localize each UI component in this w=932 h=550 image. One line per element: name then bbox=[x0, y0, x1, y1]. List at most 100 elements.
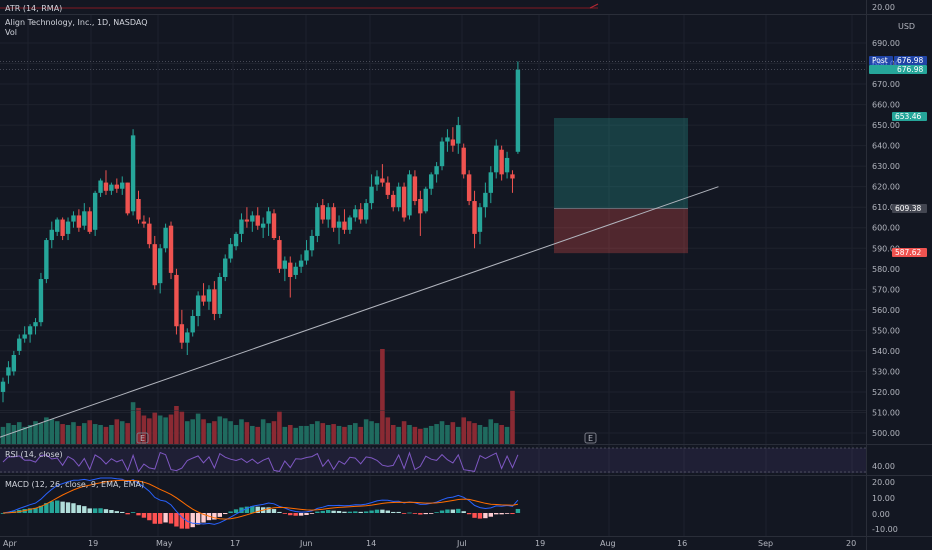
volume-bar bbox=[477, 425, 483, 444]
macd-histogram-bar bbox=[174, 513, 179, 527]
candle-body bbox=[304, 250, 309, 261]
macd-histogram-bar bbox=[380, 509, 385, 513]
volume-bar bbox=[488, 419, 494, 444]
candle-body bbox=[309, 235, 315, 251]
volume-bar bbox=[33, 421, 38, 444]
macd-histogram-bar bbox=[504, 513, 510, 514]
candle-body bbox=[174, 274, 179, 327]
price-tick: 550.00 bbox=[872, 326, 900, 335]
volume-bar bbox=[304, 425, 309, 444]
candle-body bbox=[450, 139, 456, 146]
candle-body bbox=[244, 219, 250, 222]
candle-body bbox=[82, 211, 87, 226]
earnings-marker[interactable]: E bbox=[584, 432, 597, 444]
macd-histogram-bar bbox=[391, 511, 396, 513]
price-tick: 560.00 bbox=[872, 306, 900, 315]
price-tick: 600.00 bbox=[872, 224, 900, 233]
volume-bar bbox=[401, 421, 407, 444]
volume-bar bbox=[212, 421, 217, 444]
candle-body bbox=[179, 324, 185, 343]
candle-body bbox=[260, 223, 266, 228]
entry-value: 609.38 bbox=[895, 204, 921, 213]
volume-bar bbox=[320, 423, 326, 444]
macd-histogram-bar bbox=[396, 511, 401, 513]
grid-lines bbox=[0, 15, 866, 536]
volume-bar bbox=[119, 421, 125, 444]
candle-body bbox=[87, 211, 92, 232]
macd-histogram-bar bbox=[266, 507, 271, 513]
price-axis[interactable]: 690.00680.00670.00660.00650.00640.00630.… bbox=[872, 39, 900, 438]
candle-body bbox=[326, 207, 331, 220]
candle-body bbox=[331, 207, 336, 228]
macd-histogram-bar bbox=[369, 510, 374, 513]
macd-histogram-bar bbox=[168, 513, 174, 524]
macd-histogram-bar bbox=[55, 500, 60, 513]
rsi-pane: RSI (14, close) 40.00 bbox=[0, 447, 895, 473]
candle-body bbox=[71, 215, 76, 222]
stop-value: 587.62 bbox=[895, 248, 921, 257]
earnings-marker[interactable]: E bbox=[136, 432, 149, 444]
macd-histogram-bar bbox=[309, 513, 315, 514]
macd-histogram-bar bbox=[212, 513, 217, 520]
macd-histogram-bar bbox=[439, 510, 445, 513]
time-tick: Sep bbox=[758, 539, 773, 548]
macd-histogram-bar bbox=[326, 510, 331, 513]
candle-body bbox=[336, 221, 342, 228]
macd-histogram-bar bbox=[510, 513, 515, 515]
volume-bar bbox=[385, 417, 391, 444]
macd-histogram-bar bbox=[466, 513, 472, 515]
candle-body bbox=[266, 211, 271, 224]
candle-body bbox=[358, 209, 363, 220]
macd-histogram-bar bbox=[250, 506, 255, 513]
macd-histogram-bar bbox=[418, 513, 423, 515]
volume-bar bbox=[16, 422, 22, 444]
candle-body bbox=[510, 174, 515, 179]
macd-histogram-bar bbox=[401, 513, 407, 514]
candle-body bbox=[385, 182, 391, 195]
volume-bar bbox=[358, 426, 364, 444]
time-tick: 14 bbox=[366, 539, 376, 548]
candle-body bbox=[380, 178, 385, 183]
price-tick: 640.00 bbox=[872, 142, 900, 151]
volume-bar bbox=[282, 426, 288, 444]
candle-body bbox=[461, 147, 466, 175]
volume-bar bbox=[472, 423, 477, 444]
candle-body bbox=[109, 184, 114, 191]
volume-bar bbox=[195, 413, 201, 444]
volume-bar bbox=[461, 417, 466, 444]
volume-bar bbox=[493, 423, 499, 444]
volume-bar bbox=[54, 421, 60, 444]
long-position-tool[interactable] bbox=[554, 118, 688, 254]
macd-histogram-bar bbox=[98, 508, 103, 513]
candle-body bbox=[201, 295, 206, 302]
macd-histogram-bar bbox=[445, 509, 450, 513]
time-tick: 17 bbox=[230, 539, 240, 548]
macd-histogram-bar bbox=[494, 513, 499, 515]
macd-histogram-bar bbox=[179, 513, 185, 529]
entry-badge: 609.38 bbox=[892, 204, 927, 213]
time-tick: Jun bbox=[299, 539, 313, 548]
volume-bar bbox=[396, 426, 401, 444]
volume-bar bbox=[60, 424, 65, 444]
candle-body bbox=[315, 207, 320, 236]
candlesticks bbox=[0, 61, 521, 403]
price-tick: 570.00 bbox=[872, 285, 900, 294]
macd-histogram-bar bbox=[385, 510, 391, 513]
macd-histogram-bar bbox=[87, 508, 92, 513]
volume-bar bbox=[423, 427, 429, 444]
volume-bar bbox=[407, 425, 412, 444]
volume-bar bbox=[255, 426, 261, 444]
candle-body bbox=[228, 244, 233, 259]
trendline[interactable] bbox=[0, 186, 719, 438]
time-axis[interactable]: Apr 19 May 17 Jun 14 Jul 19 Aug 16 Sep 20 bbox=[3, 539, 856, 548]
volume-bar bbox=[266, 423, 271, 444]
volume-bar bbox=[336, 425, 342, 444]
candle-body bbox=[44, 240, 49, 280]
macd-histogram-bar bbox=[44, 503, 49, 513]
volume-bar bbox=[271, 421, 277, 444]
volume-bar bbox=[239, 419, 244, 444]
macd-histogram-bar bbox=[353, 511, 358, 513]
volume-bar bbox=[499, 425, 504, 444]
candle-body bbox=[103, 182, 109, 191]
